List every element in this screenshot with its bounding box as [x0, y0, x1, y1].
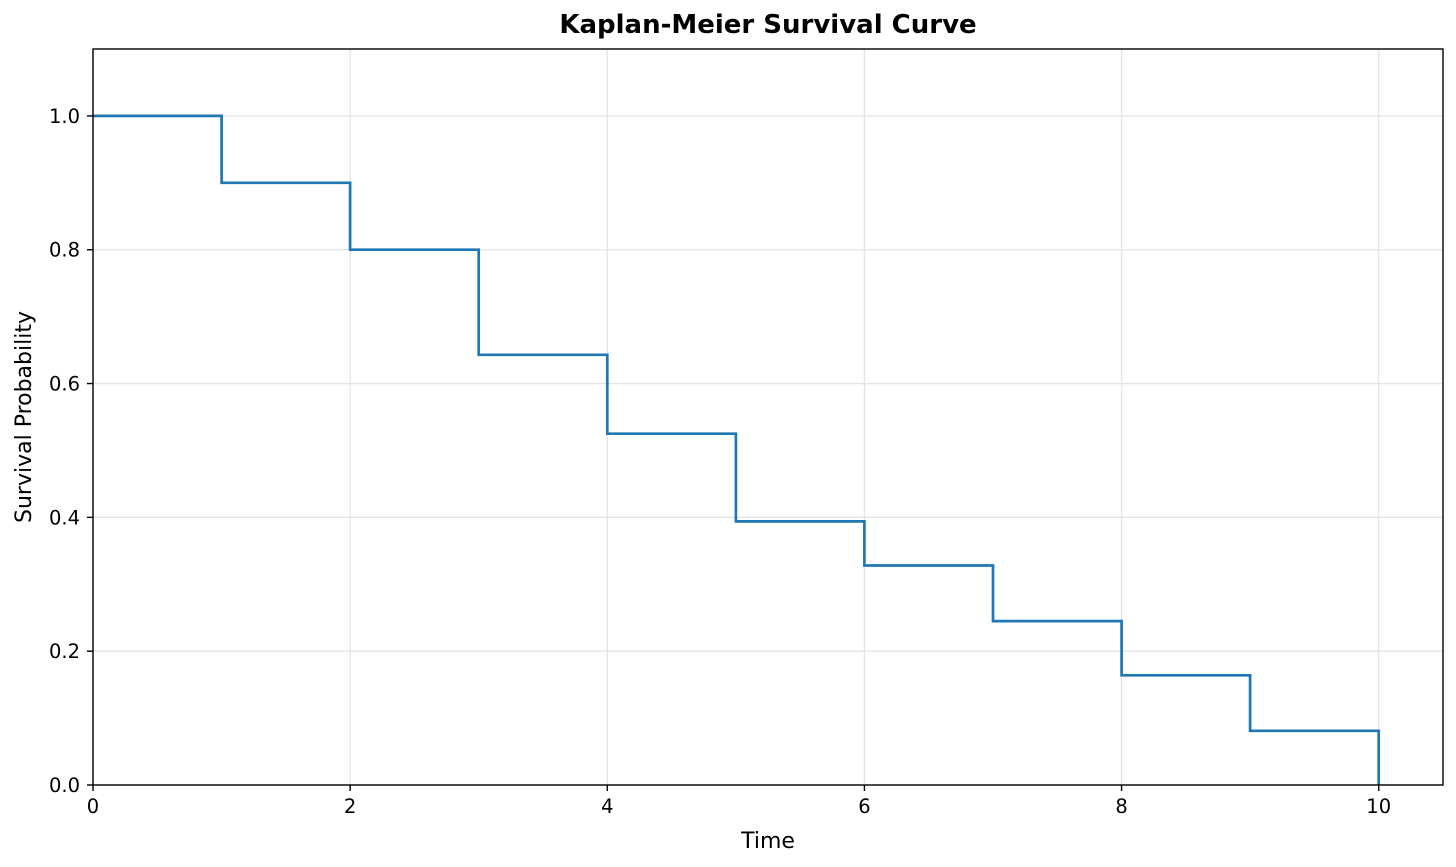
y-tick-label: 0.4 [49, 506, 80, 529]
y-tick-label: 0.8 [49, 239, 80, 262]
plot-frame [92, 48, 1444, 786]
y-tick-label: 0.2 [49, 640, 80, 663]
x-axis-label: Time [740, 829, 795, 854]
chart-title: Kaplan-Meier Survival Curve [559, 10, 976, 40]
x-tick-label: 8 [1115, 795, 1127, 818]
x-tick-label: 4 [601, 795, 613, 818]
y-tick-label: 1.0 [49, 105, 80, 128]
y-tick-label: 0.0 [49, 774, 80, 797]
y-axis-label: Survival Probability [12, 311, 37, 523]
x-tick-label: 0 [87, 795, 99, 818]
x-tick-label: 6 [858, 795, 870, 818]
x-tick-label: 10 [1366, 795, 1391, 818]
survival-step-line [93, 114, 1381, 785]
tick-layer: 0 2 4 6 8 10 0.0 0.2 0.4 0.6 0.8 1.0 [49, 105, 1391, 818]
y-tick-label: 0.6 [49, 373, 80, 396]
x-tick-label: 2 [344, 795, 356, 818]
